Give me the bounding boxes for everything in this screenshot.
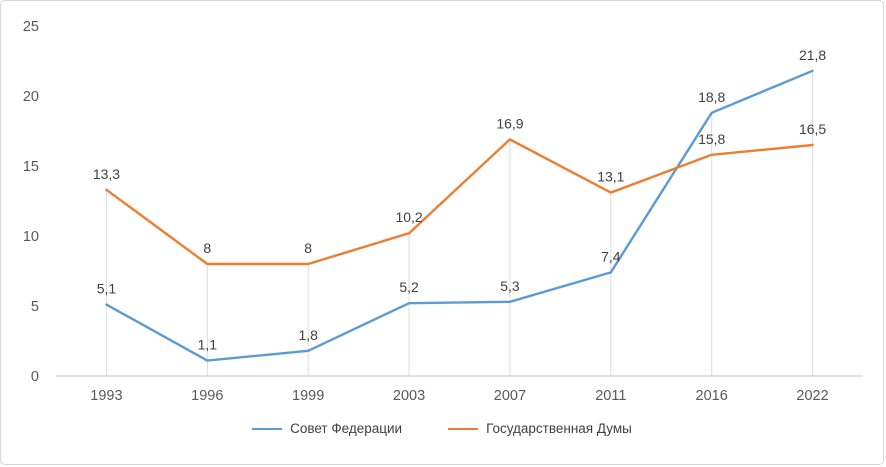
y-tick-label: 10 xyxy=(23,229,39,245)
data-label-series-0: 7,4 xyxy=(601,248,621,264)
y-tick-label: 20 xyxy=(23,89,39,105)
x-tick-label: 1993 xyxy=(90,388,122,404)
data-label-series-0: 18,8 xyxy=(698,89,725,105)
chart-legend: Совет Федерации Государственная Думы xyxy=(1,421,883,436)
data-label-series-0: 1,1 xyxy=(198,337,218,353)
x-tick-label: 2016 xyxy=(696,388,728,404)
y-tick-label: 25 xyxy=(23,19,39,35)
legend-label-gosudarstvennaya-dumy: Государственная Думы xyxy=(486,421,632,436)
series-line-0 xyxy=(105,69,814,362)
x-tick-label: 2022 xyxy=(796,388,828,404)
series-line-1 xyxy=(105,138,814,266)
y-tick-label: 5 xyxy=(31,299,39,315)
data-label-series-0: 5,1 xyxy=(97,281,117,297)
x-tick-label: 2011 xyxy=(595,388,626,404)
data-label-series-1: 16,5 xyxy=(799,121,826,137)
data-label-series-0: 1,8 xyxy=(298,327,318,343)
legend-line-marker-blue xyxy=(252,427,283,430)
legend-item-sovet-federacii: Совет Федерации xyxy=(252,421,402,436)
data-label-series-0: 21,8 xyxy=(799,47,826,63)
x-tick-label: 1999 xyxy=(292,388,324,404)
data-label-series-1: 8 xyxy=(304,240,312,256)
data-label-series-1: 8 xyxy=(203,240,211,256)
data-label-series-1: 15,8 xyxy=(698,131,725,147)
x-tick-label: 2003 xyxy=(393,388,425,404)
data-label-series-1: 13,3 xyxy=(93,166,120,182)
legend-label-sovet-federacii: Совет Федерации xyxy=(290,421,403,436)
data-label-series-0: 5,2 xyxy=(399,279,419,295)
x-tick-label: 1996 xyxy=(191,388,223,404)
data-label-series-1: 13,1 xyxy=(597,169,624,185)
x-tick-label: 2007 xyxy=(494,388,526,404)
data-label-series-1: 10,2 xyxy=(395,209,422,225)
legend-item-gosudarstvennaya-dumy: Государственная Думы xyxy=(448,421,632,436)
line-chart: 0 5 10 15 20 25 1993 1996 1999 2003 2007 2011 2016 20… xyxy=(23,19,863,404)
data-label-series-0: 5,3 xyxy=(500,278,520,294)
y-tick-label: 0 xyxy=(31,369,39,385)
legend-line-marker-orange xyxy=(448,427,479,430)
data-label-series-1: 16,9 xyxy=(496,115,523,131)
y-tick-label: 15 xyxy=(23,159,39,175)
